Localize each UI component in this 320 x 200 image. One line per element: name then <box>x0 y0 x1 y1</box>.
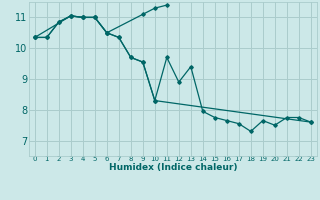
X-axis label: Humidex (Indice chaleur): Humidex (Indice chaleur) <box>108 163 237 172</box>
